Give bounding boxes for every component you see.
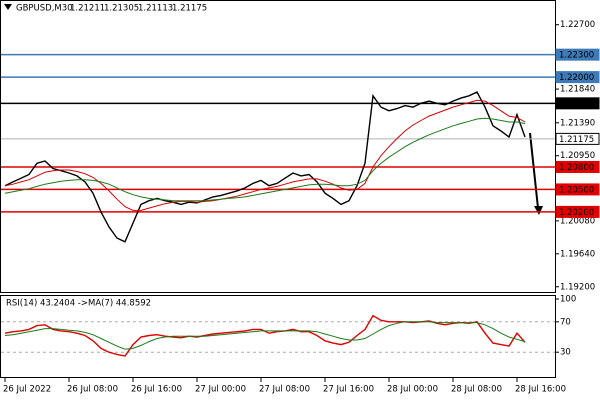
level-tag [555,132,600,145]
x-tick-label: 27 Jul 00:00 [195,385,246,395]
x-tick-label: 28 Jul 08:00 [451,385,502,395]
level-tag [555,48,600,61]
series-line [4,99,526,211]
symbol-title: GBPUSD,M30 [16,4,73,14]
level-tag [555,97,600,110]
y-tick-label: 1.19200 [560,282,595,292]
x-tick-label: 27 Jul 08:00 [259,385,310,395]
x-tick-label: 26 Jul 08:00 [67,385,118,395]
level-label: 1.22000 [559,73,594,83]
y-tick-label: 1.21390 [560,118,595,128]
x-tick-label: 28 Jul 00:00 [387,385,438,395]
rsi-title: RSI(14) 43.2404 ->MA(7) 44.8592 [6,299,151,309]
series-line [4,321,526,350]
x-tick-label: 28 Jul 16:00 [515,385,566,395]
x-tick-label: 26 Jul 16:00 [131,385,182,395]
main-frame [0,0,556,293]
level-label: 1.21175 [559,135,594,145]
level-tag [555,205,600,218]
y-tick-label: 70 [560,317,571,327]
level-label: 1.20800 [559,163,594,173]
series-line [4,117,526,202]
y-tick-label: 1.20950 [560,151,595,161]
x-tick-label: 26 Jul 2022 [3,385,51,395]
x-tick-label: 27 Jul 16:00 [323,385,374,395]
y-tick-label: 1.20080 [560,216,595,226]
y-tick-label: 30 [560,348,571,358]
level-label: 1.21650 [559,99,594,109]
quote-value: 1.21305 [104,4,139,14]
level-label: 1.20500 [559,185,594,195]
y-tick-label: 100 [560,295,576,305]
y-tick-label: 1.19640 [560,249,595,259]
quote-value: 1.21113 [138,4,173,14]
level-tag [555,160,600,173]
quote-value: 1.21211 [70,4,105,14]
level-tag [555,71,600,84]
level-tag [555,183,600,196]
menu-arrow [4,4,12,10]
level-label: 1.20200 [559,208,594,218]
rsi-frame [0,295,556,378]
y-tick-label: 1.21840 [560,85,595,95]
level-label: 1.22300 [559,51,594,61]
arrow [529,132,539,209]
series-line [4,91,526,243]
arrow-head [534,206,543,215]
y-tick-label: 1.22700 [560,20,595,30]
quote-value: 1.21175 [172,4,207,14]
